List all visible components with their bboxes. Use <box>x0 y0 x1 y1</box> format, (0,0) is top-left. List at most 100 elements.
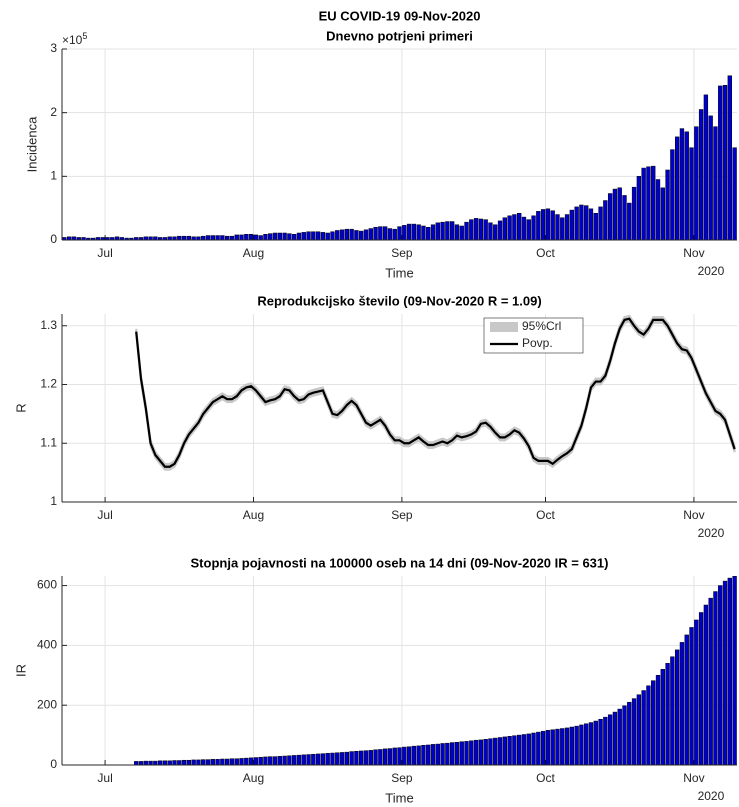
bar <box>378 226 383 241</box>
bar <box>550 729 555 766</box>
bar <box>718 85 723 241</box>
bar <box>502 736 507 766</box>
bar <box>713 126 718 241</box>
bar <box>373 227 378 241</box>
bar <box>181 235 187 241</box>
bar <box>406 223 412 241</box>
bar <box>502 217 507 241</box>
bar <box>713 591 718 766</box>
bar <box>703 94 709 241</box>
bar <box>426 227 431 241</box>
y-exponent-power: 5 <box>82 31 87 41</box>
bar <box>464 741 469 766</box>
y-tick-label: 1.2 <box>40 377 57 391</box>
bar <box>469 219 474 241</box>
bar <box>162 760 168 766</box>
bar <box>282 232 287 241</box>
bar <box>622 705 627 766</box>
bar <box>402 225 407 241</box>
bar <box>392 228 397 241</box>
y-axis-label: Incidenca <box>24 116 39 172</box>
bar <box>335 752 340 766</box>
bar <box>191 759 196 766</box>
bar <box>320 232 326 241</box>
x-year-label: 2020 <box>698 526 725 540</box>
bar <box>708 597 713 766</box>
bar <box>727 577 732 766</box>
bar <box>569 209 575 241</box>
bar <box>641 690 646 766</box>
bar <box>698 612 704 766</box>
bar <box>210 235 215 241</box>
bar <box>397 747 402 766</box>
bar <box>239 758 244 766</box>
bar <box>497 737 503 766</box>
bar <box>253 757 259 766</box>
bar <box>732 147 737 241</box>
bar <box>670 149 675 241</box>
bar <box>584 723 589 766</box>
bar <box>660 669 665 766</box>
bar <box>536 731 541 766</box>
bar <box>488 222 493 241</box>
bar <box>306 231 311 241</box>
bar <box>560 728 565 766</box>
bar <box>292 234 297 241</box>
bar <box>196 759 201 766</box>
bar <box>325 753 330 766</box>
bar <box>359 750 364 766</box>
bar <box>157 760 163 766</box>
bar <box>229 235 235 241</box>
bar <box>354 750 359 766</box>
bar <box>402 746 407 766</box>
bar <box>263 234 268 241</box>
bar <box>469 740 474 766</box>
bar <box>722 85 728 241</box>
bar <box>220 758 225 766</box>
y-axis-label: IR <box>13 664 28 677</box>
chart-title: Stopnja pojavnosti na 100000 oseb na 14 … <box>191 555 609 570</box>
bar <box>416 745 421 766</box>
bar <box>612 711 618 766</box>
bar <box>210 759 215 766</box>
bar <box>330 231 335 241</box>
bar <box>464 221 469 241</box>
bar <box>579 724 584 766</box>
bar <box>473 739 479 766</box>
y-tick-label: 1 <box>50 494 57 508</box>
y-exponent: ×105 <box>62 31 87 47</box>
x-tick-label: Nov <box>683 508 704 522</box>
bar <box>526 733 531 766</box>
bar <box>574 725 579 766</box>
bar <box>315 753 321 766</box>
bar <box>627 202 632 241</box>
bar <box>368 228 373 241</box>
bar <box>703 604 709 766</box>
bar <box>201 759 206 766</box>
bar <box>153 760 158 766</box>
y-tick-label: 3 <box>50 41 57 55</box>
bar <box>220 235 225 241</box>
bar <box>521 216 527 241</box>
x-axis-label: Time <box>385 790 413 805</box>
credible-band <box>135 314 736 471</box>
bar <box>134 761 139 766</box>
bar <box>258 235 263 241</box>
bar <box>665 169 670 241</box>
bar <box>426 744 431 766</box>
bar <box>603 716 608 766</box>
chart-subtitle: Dnevno potrjeni primeri <box>326 28 473 43</box>
bar <box>507 215 512 241</box>
bar <box>449 742 455 766</box>
bar <box>368 750 373 766</box>
bar <box>172 760 177 766</box>
bar <box>215 759 220 766</box>
bar <box>382 226 388 241</box>
bar <box>689 147 694 241</box>
bar <box>215 235 220 241</box>
bar <box>483 219 488 241</box>
bar <box>181 759 187 766</box>
x-tick-label: Oct <box>536 771 555 785</box>
bar <box>488 738 493 766</box>
bar <box>550 210 555 241</box>
